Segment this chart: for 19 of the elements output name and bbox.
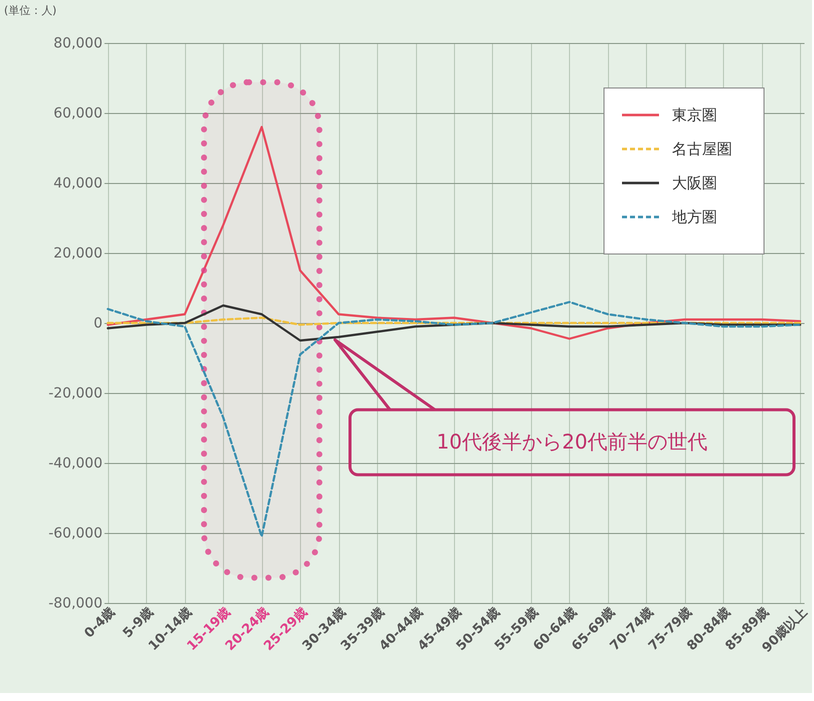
- legend-label: 東京圏: [672, 106, 717, 124]
- legend-label: 大阪圏: [672, 174, 717, 192]
- y-tick-label: 60,000: [54, 106, 102, 122]
- y-tick-label: 40,000: [54, 176, 102, 192]
- line-series: [106, 300, 802, 538]
- y-tick-label: 20,000: [54, 246, 102, 262]
- y-tick-label: -20,000: [48, 386, 102, 402]
- line-series: [106, 126, 802, 340]
- legend-label: 名古屋圏: [672, 140, 732, 158]
- y-tick-label: -40,000: [48, 456, 102, 472]
- y-tick-label: -80,000: [48, 596, 102, 612]
- text: (単位：人): [4, 4, 57, 17]
- line-series: [106, 304, 802, 342]
- annotation: 10代後半から20代前半の世代: [436, 429, 708, 454]
- line-series: [106, 316, 802, 326]
- legend-label: 地方圏: [671, 208, 717, 226]
- y-tick-label: -60,000: [48, 526, 102, 542]
- y-tick-label: 0: [94, 316, 102, 332]
- y-tick-label: 80,000: [54, 36, 102, 52]
